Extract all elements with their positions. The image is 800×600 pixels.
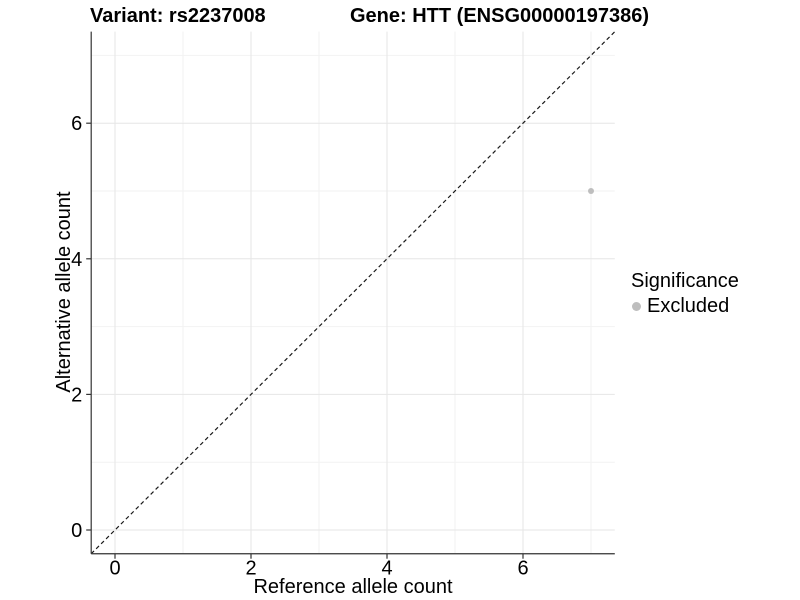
x-tick-label: 6 — [517, 558, 528, 580]
y-tick-label: 2 — [71, 384, 82, 406]
x-axis-title: Reference allele count — [253, 576, 453, 598]
x-tick-label: 0 — [109, 558, 120, 580]
legend-item-label: Excluded — [647, 295, 730, 317]
y-tick-label: 4 — [71, 249, 82, 271]
x-tick-label: 4 — [381, 558, 392, 580]
x-tick-label: 2 — [245, 558, 256, 580]
data-point — [588, 188, 594, 194]
variant-title: Variant: rs2237008 — [90, 5, 266, 27]
y-tick-label: 6 — [71, 113, 82, 135]
excluded-point-icon — [632, 301, 641, 311]
legend-item-excluded: Excluded — [631, 295, 739, 317]
y-axis-title: Alternative allele count — [53, 191, 75, 393]
y-tick-label: 0 — [71, 520, 82, 542]
legend-title: Significance — [631, 270, 739, 292]
legend: Significance Excluded — [631, 270, 739, 317]
gene-title: Gene: HTT (ENSG00000197386) — [350, 5, 650, 27]
identity-dashed-line — [90, 31, 616, 555]
